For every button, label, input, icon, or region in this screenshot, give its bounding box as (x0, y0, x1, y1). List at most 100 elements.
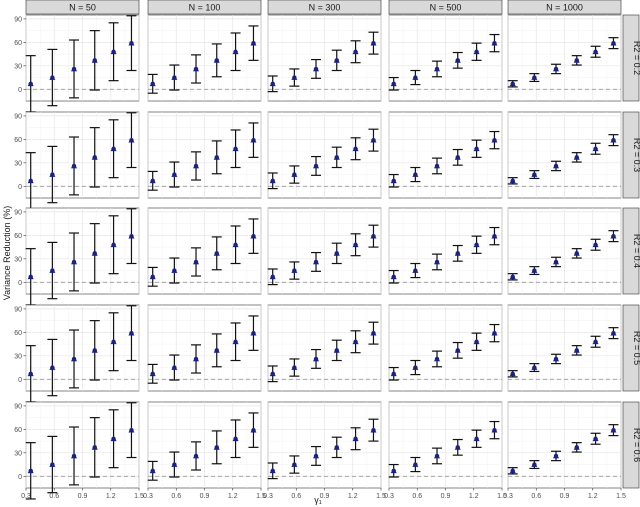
y-tick-label: 30 (14, 353, 22, 360)
error-bar (89, 127, 100, 188)
facet-panel: 0 30 60 90 0.3 0.6 0.9 1.2 1.5 (14, 401, 144, 500)
mean-point-circle (214, 348, 219, 353)
mean-point-circle (353, 339, 358, 344)
error-bar (350, 40, 361, 64)
facet-panel (507, 111, 622, 199)
mean-point-circle (129, 427, 134, 433)
mean-point-circle (334, 155, 339, 160)
strip-background (622, 207, 640, 295)
error-bar (432, 157, 443, 175)
x-tick-label: 1.2 (106, 493, 116, 500)
x-tick-label: 1.5 (497, 493, 507, 500)
mean-point-circle (553, 66, 559, 72)
mean-point-circle (574, 251, 579, 256)
error-bar (248, 315, 259, 351)
x-tick-label: 0.9 (560, 493, 570, 500)
error-bar (248, 122, 259, 158)
error-bar (89, 223, 100, 284)
panel-grid: N = 50 N = 100 N = 300 N = 500 N = 1000 R2 = … (14, 0, 640, 500)
mean-point-circle (334, 445, 339, 450)
column-strip-label: N = 300 (309, 3, 341, 13)
mean-point-circle (434, 453, 440, 459)
mean-point-circle (611, 427, 616, 433)
mean-point-circle (391, 178, 396, 183)
column-strip-label: N = 100 (189, 3, 221, 13)
mean-point-circle (270, 178, 275, 183)
x-tick-label: 1.5 (376, 493, 386, 500)
mean-point-circle (214, 251, 219, 256)
y-tick-label: 60 (14, 137, 22, 144)
mean-point-circle (233, 339, 238, 344)
mean-point-circle (553, 259, 559, 265)
mean-point-circle (353, 146, 358, 151)
mean-point-circle (28, 468, 33, 473)
error-bar (289, 455, 300, 474)
row-strip-label: R2 = 0.6 (632, 428, 640, 462)
error-bar (147, 170, 158, 191)
error-bar (211, 430, 222, 465)
error-bar (89, 417, 100, 478)
mean-point-circle (353, 436, 358, 441)
mean-point-circle (553, 163, 559, 169)
mean-point-circle (455, 348, 460, 353)
facet-panel (388, 304, 503, 392)
error-bar (432, 350, 443, 368)
x-tick-label: 0.9 (441, 493, 451, 500)
mean-point-circle (474, 49, 479, 54)
facet-panel: 0 30 60 90 (14, 207, 140, 306)
error-bar (507, 177, 518, 185)
mean-point-circle (510, 81, 515, 87)
facet-panel (267, 304, 382, 392)
error-bar (211, 236, 222, 271)
column-strip: N = 1000 (507, 0, 622, 15)
mean-point-circle (532, 172, 537, 177)
strip-background (388, 0, 503, 15)
error-bar (590, 335, 601, 348)
strip-background (622, 14, 640, 102)
row-strip: R2 = 0.5 (622, 304, 640, 392)
error-bar (230, 419, 241, 459)
error-bar (191, 151, 202, 181)
mean-point-circle (92, 155, 97, 160)
mean-point-circle (474, 436, 479, 441)
mean-point-circle (150, 274, 155, 279)
mean-point-circle (391, 274, 396, 279)
y-axis-title: Variance Reduction (%) (2, 206, 12, 300)
mean-point-circle (270, 81, 275, 87)
error-bar (267, 172, 278, 190)
error-bar (507, 370, 518, 378)
mean-point-circle (353, 242, 358, 247)
mean-point-circle (129, 233, 134, 239)
error-bar (551, 450, 562, 462)
mean-point-circle (193, 66, 199, 72)
mean-point-circle (193, 453, 199, 459)
error-bar (571, 248, 582, 259)
error-bar (126, 402, 137, 459)
mean-point-circle (233, 49, 238, 54)
error-bar (410, 456, 421, 473)
mean-point-circle (532, 268, 537, 273)
error-bar (507, 273, 518, 281)
error-bar (169, 451, 180, 478)
x-tick-label: 0.9 (200, 493, 210, 500)
facet-panel (147, 304, 262, 392)
mean-point-circle (92, 348, 97, 353)
mean-point-circle (611, 40, 616, 46)
error-bar (108, 312, 119, 372)
error-bar (267, 268, 278, 286)
mean-point-circle (334, 348, 339, 353)
mean-point-circle (474, 146, 479, 151)
error-bar (489, 226, 500, 246)
mean-point-circle (553, 453, 559, 459)
error-bar (311, 58, 322, 79)
mean-point-circle (434, 259, 440, 265)
error-bar (571, 345, 582, 356)
error-bar (191, 54, 202, 84)
facet-panel: 0.3 0.6 0.9 1.2 1.5 (143, 401, 266, 500)
mean-point-circle (292, 172, 297, 177)
error-bar (608, 230, 619, 243)
mean-point-circle (28, 178, 33, 183)
error-bar (147, 73, 158, 94)
mean-point-circle (111, 436, 116, 441)
mean-point-circle (532, 75, 537, 80)
